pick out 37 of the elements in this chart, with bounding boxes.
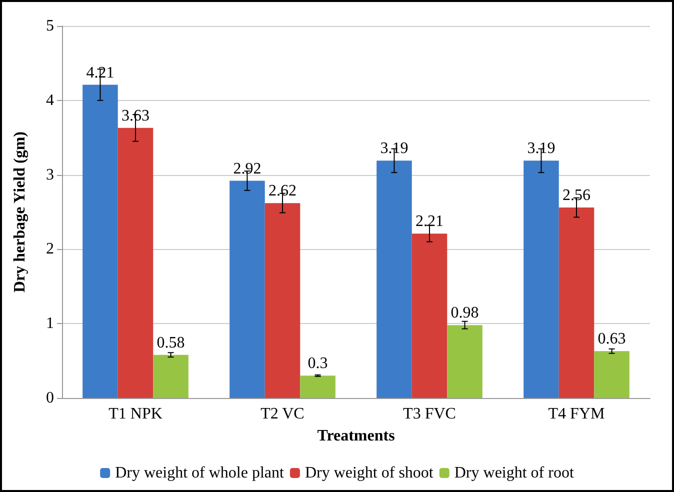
data-label: 2.56 — [562, 187, 590, 204]
y-tick-label: 3 — [46, 166, 54, 184]
y-tick-label: 0 — [46, 390, 54, 406]
bar — [82, 84, 118, 398]
x-tick-label: T1 NPK — [108, 406, 163, 422]
bar — [118, 128, 154, 398]
x-tick-label: T2 VC — [260, 406, 304, 422]
legend-label: Dry weight of whole plant — [115, 464, 284, 482]
bar — [594, 351, 630, 398]
bar — [558, 208, 594, 398]
y-tick-label: 2 — [46, 240, 54, 258]
y-axis-title: Dry herbage Yield (gm) — [12, 132, 28, 292]
y-tick-label: 4 — [46, 92, 54, 109]
bar — [376, 160, 412, 398]
y-tick-label: 1 — [46, 315, 54, 332]
bar — [264, 203, 300, 398]
data-label: 2.92 — [233, 160, 262, 178]
legend-label: Dry weight of root — [454, 464, 574, 482]
data-label: 0.98 — [450, 304, 479, 322]
bar — [300, 376, 336, 398]
x-tick-label: T3 FVC — [403, 406, 456, 422]
data-label: 3.19 — [527, 140, 556, 158]
data-label: 0.3 — [308, 355, 328, 372]
bar — [153, 354, 188, 398]
x-tick-label: T4 FYM — [548, 406, 605, 422]
bar — [412, 234, 448, 398]
data-label: 0.63 — [598, 330, 626, 348]
legend-label: Dry weight of shoot — [304, 464, 434, 482]
y-tick-label: 5 — [46, 18, 54, 34]
data-label: 2.62 — [268, 182, 296, 200]
data-label: 3.19 — [380, 140, 408, 158]
data-label: 2.21 — [416, 213, 444, 230]
bar — [230, 180, 265, 398]
x-axis-title: Treatments — [317, 428, 395, 444]
bar — [524, 160, 559, 398]
bar — [447, 325, 482, 398]
data-label: 0.58 — [156, 334, 185, 352]
